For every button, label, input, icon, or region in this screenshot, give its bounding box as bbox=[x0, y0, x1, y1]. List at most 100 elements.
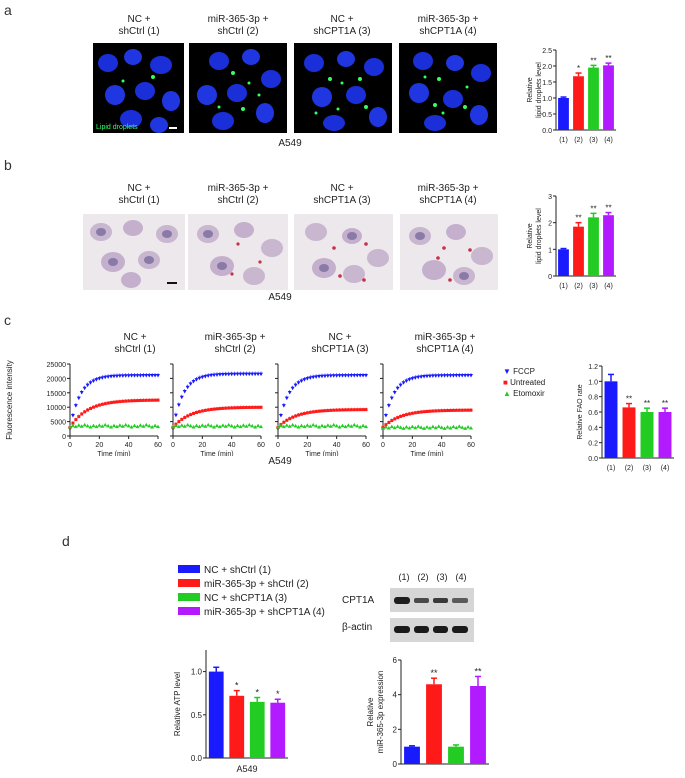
significance-label: ** bbox=[605, 204, 611, 213]
y-tick-label: 1.5 bbox=[542, 80, 552, 87]
header-line2: shCPT1A (3) bbox=[311, 344, 369, 355]
fccp-point bbox=[413, 376, 418, 380]
etomoxir-point bbox=[106, 423, 111, 428]
fccp-point bbox=[70, 414, 75, 418]
etomoxir-point bbox=[466, 425, 471, 429]
etomoxir-point bbox=[171, 424, 175, 429]
fccp-point bbox=[293, 383, 298, 388]
x-tick-label: (4) bbox=[604, 283, 613, 290]
untreated-point bbox=[341, 408, 345, 412]
untreated-point bbox=[215, 407, 219, 411]
etomoxir-point bbox=[88, 424, 93, 429]
bar bbox=[249, 701, 265, 758]
untreated-point bbox=[86, 408, 90, 412]
panel-a-cell-line: A549 bbox=[278, 138, 302, 149]
fccp-point bbox=[311, 375, 316, 380]
panel-b-header-g4: miR-365-3p + shCPT1A (4) bbox=[398, 183, 498, 207]
fccp-point bbox=[425, 374, 429, 379]
untreated-point bbox=[404, 413, 408, 417]
fccp-point bbox=[88, 381, 93, 385]
header-line1: miR-365-3p + bbox=[417, 183, 479, 194]
square-icon: ■ bbox=[503, 378, 508, 387]
fccp-point bbox=[229, 372, 234, 377]
y-tick-label: 1.0 bbox=[588, 379, 598, 386]
fccp-point bbox=[463, 374, 468, 378]
legend-item-g3: NC + shCPT1A (3) bbox=[178, 592, 325, 606]
untreated-point bbox=[83, 410, 87, 414]
fccp-point bbox=[419, 375, 424, 379]
fccp-point bbox=[398, 383, 403, 388]
x-tick-label: (1) bbox=[607, 465, 616, 472]
bar bbox=[604, 381, 618, 458]
x-tick-label: (2) bbox=[574, 283, 583, 290]
untreated-point bbox=[121, 399, 125, 403]
x-axis-label: Time (min) bbox=[200, 451, 233, 456]
fccp-point bbox=[457, 374, 462, 378]
untreated-point bbox=[454, 408, 458, 412]
etomoxir-point bbox=[439, 425, 444, 429]
untreated-point bbox=[109, 401, 113, 405]
bar bbox=[404, 746, 420, 764]
fccp-point bbox=[123, 374, 128, 378]
etomoxir-point bbox=[120, 424, 125, 428]
untreated-point bbox=[77, 415, 81, 419]
fccp-point bbox=[454, 374, 459, 378]
etomoxir-point bbox=[340, 423, 345, 428]
etomoxir-point bbox=[445, 425, 450, 429]
significance-label: * bbox=[255, 688, 259, 698]
untreated-point bbox=[416, 410, 420, 414]
etomoxir-point bbox=[325, 423, 330, 427]
fccp-point bbox=[325, 374, 330, 378]
etomoxir-point bbox=[129, 424, 134, 429]
untreated-point bbox=[91, 405, 95, 409]
etomoxir-point bbox=[153, 423, 158, 428]
etomoxir-point bbox=[308, 424, 313, 428]
bar bbox=[558, 98, 569, 130]
y-axis-label: lipid droplets level bbox=[536, 208, 543, 264]
y-tick-label: 0.8 bbox=[588, 395, 598, 402]
etomoxir-point bbox=[436, 424, 441, 428]
legend-label: NC + shCtrl (1) bbox=[204, 565, 271, 576]
fccp-point bbox=[226, 372, 231, 377]
untreated-point bbox=[457, 408, 461, 412]
etomoxir-point bbox=[182, 424, 187, 428]
fccp-point bbox=[430, 374, 435, 378]
etomoxir-point bbox=[206, 422, 211, 427]
untreated-point bbox=[200, 409, 204, 413]
etomoxir-point bbox=[247, 422, 252, 427]
untreated-point bbox=[308, 410, 312, 414]
panel-a-header-g3: NC + shCPT1A (3) bbox=[292, 14, 392, 38]
etomoxir-point bbox=[457, 424, 462, 428]
x-tick-label: 20 bbox=[408, 442, 416, 449]
etomoxir-point bbox=[188, 423, 193, 428]
etomoxir-point bbox=[79, 424, 84, 428]
fccp-point bbox=[259, 372, 263, 377]
bar bbox=[588, 67, 599, 130]
legend-item-g4: miR-365-3p + shCPT1A (4) bbox=[178, 606, 325, 620]
legend-label: miR-365-3p + shCtrl (2) bbox=[204, 579, 309, 590]
untreated-point bbox=[183, 416, 187, 420]
untreated-point bbox=[106, 401, 110, 405]
x-tick-label: (2) bbox=[625, 465, 634, 472]
etomoxir-point bbox=[112, 423, 116, 428]
swatch bbox=[178, 579, 200, 587]
legend-item-g2: miR-365-3p + shCtrl (2) bbox=[178, 578, 325, 592]
etomoxir-point bbox=[179, 423, 184, 427]
etomoxir-point bbox=[284, 423, 289, 427]
fccp-point bbox=[466, 374, 471, 378]
fccp-point bbox=[106, 375, 111, 379]
fccp-point bbox=[135, 374, 140, 378]
bar bbox=[640, 412, 654, 458]
fccp-point bbox=[401, 381, 406, 385]
etomoxir-point bbox=[364, 424, 368, 429]
y-axis-label: Relative ATP level bbox=[173, 672, 182, 736]
x-tick-label: 60 bbox=[467, 442, 475, 449]
untreated-point bbox=[358, 408, 362, 412]
etomoxir-point bbox=[389, 424, 394, 429]
fccp-point bbox=[76, 396, 81, 401]
y-axis-label: miR-365-3p expression bbox=[376, 671, 385, 754]
blot-row-label-cpt1a: CPT1A bbox=[342, 595, 375, 606]
bar bbox=[588, 217, 599, 276]
etomoxir-point bbox=[203, 424, 208, 428]
etomoxir-point bbox=[395, 424, 400, 428]
